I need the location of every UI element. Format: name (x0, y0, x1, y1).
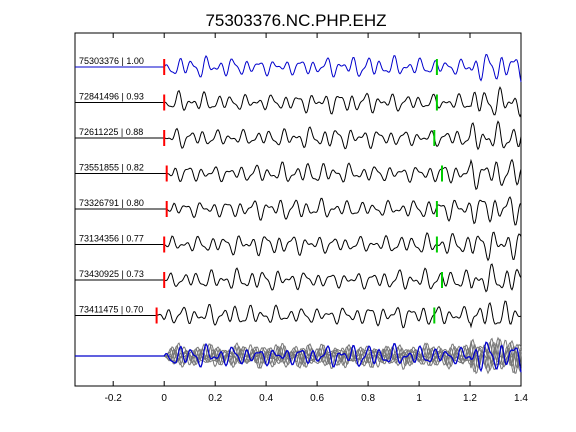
trace-line (75, 158, 522, 191)
trace-label: 73551855 | 0.82 (79, 163, 144, 173)
trace-7: 73430925 | 0.73 (75, 263, 522, 293)
trace-label: 72611225 | 0.88 (79, 127, 143, 137)
trace-4: 73551855 | 0.82 (75, 158, 522, 191)
trace-label: 73326791 | 0.80 (79, 198, 144, 208)
trace-2: 72841496 | 0.93 (75, 86, 522, 118)
trace-label: 75303376 | 1.00 (79, 56, 144, 66)
x-tick-label: 1.2 (463, 393, 477, 404)
x-tick-label: 0.2 (208, 393, 222, 404)
trace-line (75, 120, 522, 151)
x-tick-label: 0.4 (259, 393, 273, 404)
trace-label: 72841496 | 0.93 (79, 92, 144, 102)
x-tick-label: 0.8 (361, 393, 375, 404)
trace-label: 73430925 | 0.73 (79, 269, 144, 279)
trace-line (75, 263, 522, 293)
trace-line (75, 231, 522, 262)
chart-title: 75303376.NC.PHP.EHZ (205, 11, 386, 30)
x-tick-label: 1.4 (514, 393, 528, 404)
x-axis-ticks: -0.2 0 0.2 0.4 0.6 0.8 1 1.2 1.4 (105, 33, 528, 404)
trace-label: 73411475 | 0.70 (79, 305, 143, 315)
stacked-waveforms (75, 336, 522, 375)
trace-line (75, 53, 522, 83)
x-tick-label: 0.6 (310, 393, 324, 404)
trace-group: 75303376 | 1.00 72841496 | 0.93 72611225 |… (75, 53, 522, 329)
trace-line (75, 86, 522, 118)
trace-6: 73134356 | 0.77 (75, 231, 522, 262)
trace-1: 75303376 | 1.00 (75, 53, 522, 83)
trace-line (75, 196, 522, 226)
trace-line (75, 300, 522, 329)
trace-5: 73326791 | 0.80 (75, 196, 522, 226)
x-tick-label: -0.2 (105, 393, 123, 404)
trace-3: 72611225 | 0.88 (75, 120, 522, 151)
x-tick-label: 1 (416, 393, 422, 404)
stack-reference-trace (75, 341, 522, 373)
trace-8: 73411475 | 0.70 (75, 300, 522, 329)
trace-label: 73134356 | 0.77 (79, 234, 144, 244)
x-tick-label: 0 (161, 393, 167, 404)
